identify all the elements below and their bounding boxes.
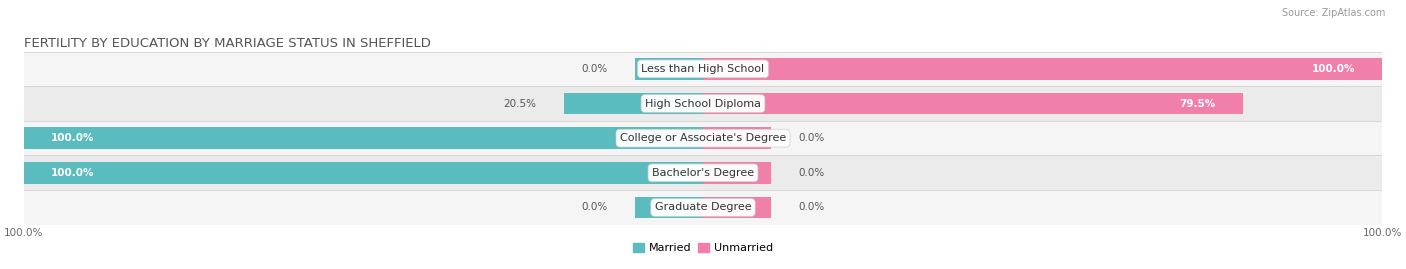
Bar bbox=[703, 93, 1243, 114]
Bar bbox=[703, 197, 770, 218]
Bar bbox=[703, 58, 1382, 80]
Text: Graduate Degree: Graduate Degree bbox=[655, 203, 751, 213]
Bar bbox=[24, 155, 1382, 190]
Text: 0.0%: 0.0% bbox=[582, 64, 607, 74]
Bar bbox=[24, 190, 1382, 225]
Bar bbox=[703, 128, 770, 149]
Text: Less than High School: Less than High School bbox=[641, 64, 765, 74]
Bar bbox=[24, 86, 1382, 121]
Bar bbox=[24, 52, 1382, 86]
Text: Source: ZipAtlas.com: Source: ZipAtlas.com bbox=[1281, 8, 1385, 18]
Bar bbox=[24, 128, 703, 149]
Text: 100.0%: 100.0% bbox=[1312, 64, 1355, 74]
Text: 0.0%: 0.0% bbox=[799, 168, 824, 178]
Bar bbox=[636, 58, 703, 80]
Bar bbox=[636, 197, 703, 218]
Text: 0.0%: 0.0% bbox=[799, 133, 824, 143]
Text: 0.0%: 0.0% bbox=[799, 203, 824, 213]
Text: College or Associate's Degree: College or Associate's Degree bbox=[620, 133, 786, 143]
Bar bbox=[703, 162, 770, 183]
Text: FERTILITY BY EDUCATION BY MARRIAGE STATUS IN SHEFFIELD: FERTILITY BY EDUCATION BY MARRIAGE STATU… bbox=[24, 37, 430, 50]
Text: 100.0%: 100.0% bbox=[51, 133, 94, 143]
Bar bbox=[24, 162, 703, 183]
Text: Bachelor's Degree: Bachelor's Degree bbox=[652, 168, 754, 178]
Text: 100.0%: 100.0% bbox=[51, 168, 94, 178]
Legend: Married, Unmarried: Married, Unmarried bbox=[628, 238, 778, 257]
Text: 79.5%: 79.5% bbox=[1180, 98, 1216, 108]
Bar bbox=[24, 121, 1382, 155]
Text: High School Diploma: High School Diploma bbox=[645, 98, 761, 108]
Bar bbox=[564, 93, 703, 114]
Text: 0.0%: 0.0% bbox=[582, 203, 607, 213]
Text: 20.5%: 20.5% bbox=[503, 98, 537, 108]
